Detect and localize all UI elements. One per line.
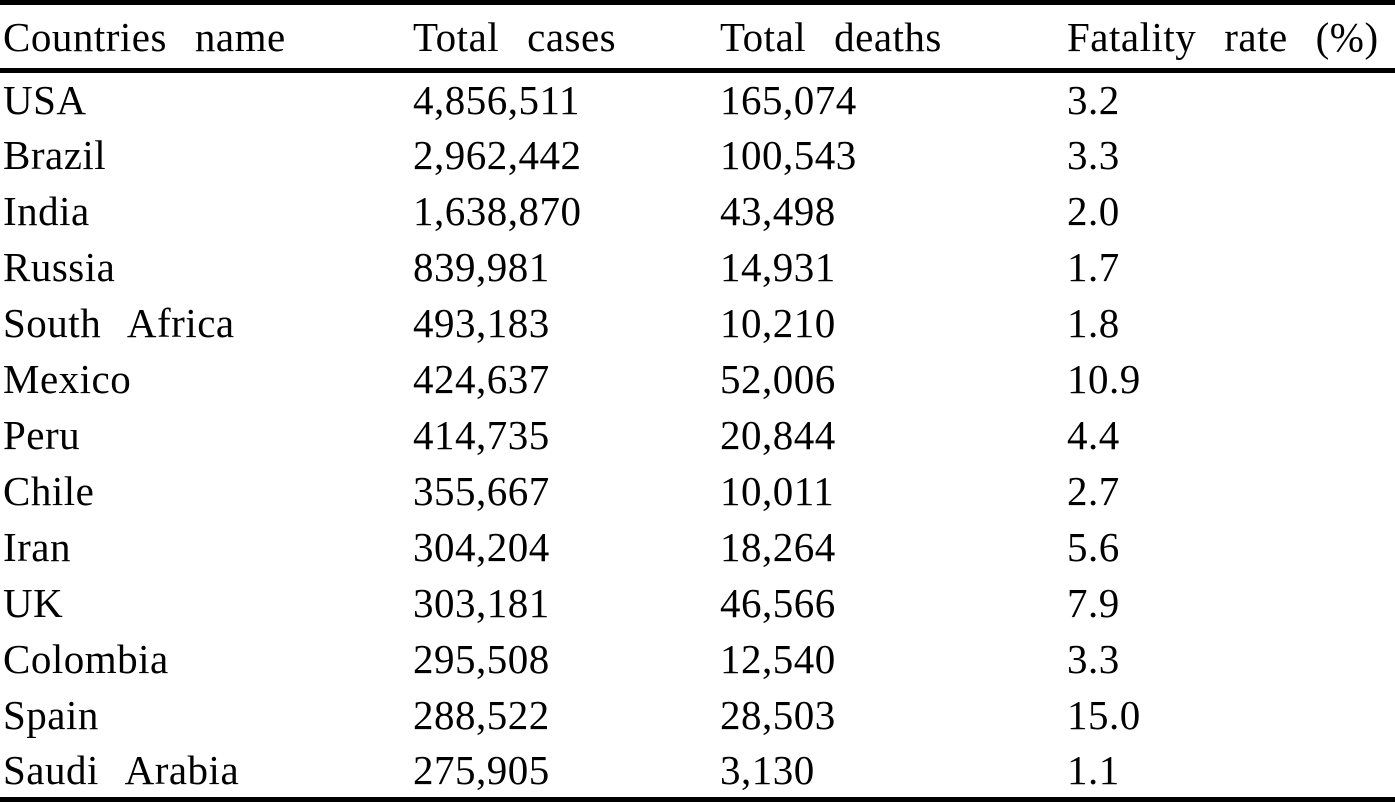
- cell-total-deaths: 10,210: [720, 299, 836, 346]
- cell-fatality-rate: 1.7: [1067, 243, 1120, 290]
- table-row: Saudi Arabia 275,905 3,130 1.1: [0, 743, 1395, 799]
- cell-country: India: [3, 187, 90, 234]
- cell-fatality-rate: 3.2: [1067, 76, 1120, 123]
- cell-total-cases: 839,981: [413, 243, 550, 290]
- cell-country: USA: [3, 76, 87, 123]
- cell-fatality-rate: 7.9: [1067, 580, 1120, 627]
- cell-country: Colombia: [3, 636, 169, 683]
- table-body: USA 4,856,511 165,074 3.2 Brazil 2,962,4…: [0, 71, 1395, 800]
- table-row: UK 303,181 46,566 7.9: [0, 575, 1395, 631]
- cell-fatality-rate: 10.9: [1067, 355, 1141, 402]
- table-row: Colombia 295,508 12,540 3.3: [0, 631, 1395, 687]
- cell-country: Chile: [3, 467, 95, 514]
- cell-fatality-rate: 3.3: [1067, 636, 1120, 683]
- table-row: South Africa 493,183 10,210 1.8: [0, 295, 1395, 351]
- cell-total-cases: 275,905: [413, 747, 550, 794]
- cell-fatality-rate: 15.0: [1067, 692, 1141, 739]
- cell-total-deaths: 100,543: [720, 131, 857, 178]
- table-row: Brazil 2,962,442 100,543 3.3: [0, 127, 1395, 183]
- cell-country: Spain: [3, 692, 99, 739]
- cell-total-cases: 424,637: [413, 355, 550, 402]
- cell-country: Saudi Arabia: [3, 747, 240, 794]
- col-header-total-deaths: Total deaths: [720, 13, 942, 60]
- table-row: Spain 288,522 28,503 15.0: [0, 687, 1395, 743]
- cell-total-cases: 295,508: [413, 636, 550, 683]
- cell-fatality-rate: 5.6: [1067, 524, 1120, 571]
- cell-total-deaths: 12,540: [720, 636, 836, 683]
- table-row: Peru 414,735 20,844 4.4: [0, 407, 1395, 463]
- table-row: Russia 839,981 14,931 1.7: [0, 239, 1395, 295]
- cell-fatality-rate: 2.7: [1067, 467, 1120, 514]
- cell-country: Russia: [3, 243, 116, 290]
- col-header-total-cases: Total cases: [413, 13, 617, 60]
- table-row: India 1,638,870 43,498 2.0: [0, 183, 1395, 239]
- cell-total-deaths: 165,074: [720, 76, 857, 123]
- table-header: Countries name Total cases Total deaths …: [0, 3, 1395, 71]
- col-header-fatality-rate: Fatality rate (%): [1067, 13, 1379, 60]
- cell-total-cases: 1,638,870: [413, 187, 582, 234]
- cell-fatality-rate: 3.3: [1067, 131, 1120, 178]
- cell-total-cases: 304,204: [413, 524, 550, 571]
- table-row: Chile 355,667 10,011 2.7: [0, 463, 1395, 519]
- cell-fatality-rate: 4.4: [1067, 411, 1120, 458]
- cell-total-cases: 414,735: [413, 411, 550, 458]
- cell-total-deaths: 20,844: [720, 411, 836, 458]
- cell-fatality-rate: 1.1: [1067, 747, 1120, 794]
- cell-total-cases: 4,856,511: [413, 76, 580, 123]
- cell-country: UK: [3, 580, 64, 627]
- cell-fatality-rate: 2.0: [1067, 187, 1120, 234]
- cell-fatality-rate: 1.8: [1067, 299, 1120, 346]
- cell-total-cases: 2,962,442: [413, 131, 582, 178]
- cell-total-deaths: 18,264: [720, 524, 836, 571]
- cell-total-deaths: 52,006: [720, 355, 836, 402]
- table-row: Mexico 424,637 52,006 10.9: [0, 351, 1395, 407]
- cell-total-deaths: 43,498: [720, 187, 836, 234]
- cell-total-deaths: 14,931: [720, 243, 836, 290]
- cell-total-cases: 493,183: [413, 299, 550, 346]
- cell-country: South Africa: [3, 299, 235, 346]
- table-row: USA 4,856,511 165,074 3.2: [0, 71, 1395, 127]
- cell-country: Iran: [3, 524, 72, 571]
- table-header-row: Countries name Total cases Total deaths …: [0, 3, 1395, 71]
- cell-total-deaths: 3,130: [720, 747, 815, 794]
- cell-total-deaths: 28,503: [720, 692, 836, 739]
- cell-country: Peru: [3, 411, 81, 458]
- cell-country: Brazil: [3, 131, 107, 178]
- table-row: Iran 304,204 18,264 5.6: [0, 519, 1395, 575]
- cell-total-cases: 288,522: [413, 692, 550, 739]
- cell-country: Mexico: [3, 355, 132, 402]
- cell-total-deaths: 10,011: [720, 467, 835, 514]
- cell-total-cases: 303,181: [413, 580, 550, 627]
- col-header-countries-name: Countries name: [3, 13, 286, 60]
- cell-total-cases: 355,667: [413, 467, 550, 514]
- cell-total-deaths: 46,566: [720, 580, 836, 627]
